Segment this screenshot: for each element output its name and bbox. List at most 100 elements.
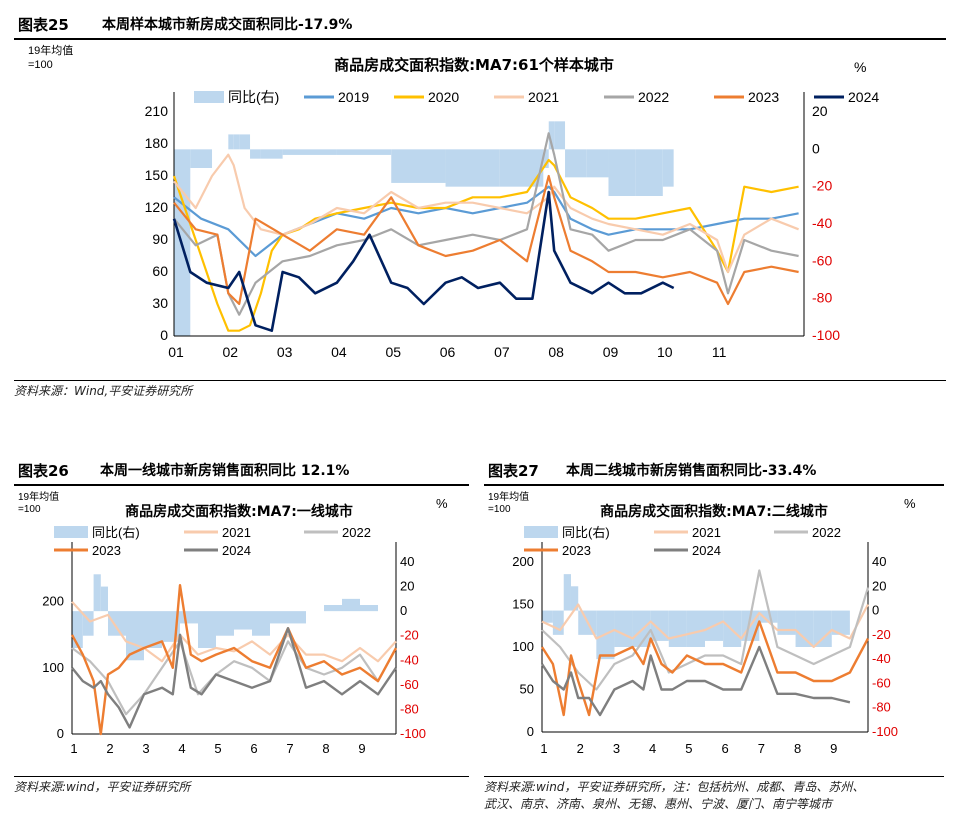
yoy-bar: [126, 611, 144, 661]
right-tick-label: 0: [812, 140, 820, 156]
legend-swatch-yoy: [54, 526, 88, 538]
source-note: 资料来源：Wind,平安证券研究所: [14, 380, 946, 400]
right-axis-unit: %: [854, 59, 866, 75]
left-tick-label: 120: [145, 199, 169, 215]
yoy-bar: [831, 610, 850, 635]
series-line-2022: [71, 640, 397, 716]
yoy-bar: [239, 134, 251, 150]
left-tick-label: 150: [512, 597, 534, 612]
figure-header: 图表27 本周二线城市新房销售面积同比-33.4%: [484, 454, 944, 486]
legend-label-2021: 2021: [222, 525, 251, 540]
yoy-bar: [72, 611, 83, 648]
yoy-bar: [586, 149, 609, 178]
right-axis-unit: %: [436, 496, 448, 511]
right-tick-label: -60: [872, 675, 891, 690]
x-tick-label: 6: [721, 741, 728, 756]
series-line-2024: [172, 190, 675, 333]
series-line-2021: [71, 600, 397, 663]
yoy-bar: [260, 149, 283, 159]
series-line-2021: [173, 153, 799, 274]
yoy-bar: [552, 610, 564, 635]
x-tick-label: 8: [794, 741, 801, 756]
figure-26-panel: 图表26 本周一线城市新房销售面积同比 12.1% 商品房成交面积指数:MA7:…: [14, 454, 469, 804]
chart-title: 商品房成交面积指数:MA7:二线城市: [600, 503, 828, 520]
x-tick-label: 7: [758, 741, 765, 756]
figure-label: 图表26: [18, 462, 69, 480]
right-tick-label: -20: [812, 178, 832, 194]
right-tick-label: -40: [872, 651, 891, 666]
left-axis-unit: 19年均值: [28, 43, 73, 57]
figure-title: 本周二线城市新房销售面积同比-33.4%: [566, 463, 817, 479]
x-tick-label: 1: [540, 741, 547, 756]
x-tick-label: 9: [358, 741, 365, 756]
x-tick-label: 2: [577, 741, 584, 756]
yoy-bar: [198, 611, 216, 648]
legend-label-同比(右): 同比(右): [562, 525, 610, 540]
chart-title: 商品房成交面积指数:MA7:一线城市: [125, 503, 353, 520]
left-axis-unit-base: =100: [488, 504, 511, 515]
yoy-bar: [82, 611, 94, 636]
legend-label-2020: 2020: [428, 89, 459, 105]
x-tick-label: 7: [286, 741, 293, 756]
legend-label-2023: 2023: [92, 543, 121, 558]
yoy-bar: [608, 149, 636, 196]
left-tick-label: 0: [160, 327, 168, 343]
x-tick-label: 4: [178, 741, 185, 756]
right-tick-label: -20: [400, 628, 419, 643]
yoy-bar: [570, 586, 579, 611]
x-tick-label: 10: [657, 344, 673, 360]
left-tick-label: 210: [145, 103, 169, 119]
left-tick-label: 0: [57, 726, 64, 741]
yoy-bar: [100, 586, 108, 612]
source-text: 资料来源:wind，平安证券研究所，注：包括杭州、成都、青岛、苏州、: [484, 780, 865, 794]
left-tick-label: 200: [42, 594, 64, 609]
source-text-2: 武汉、南京、济南、泉州、无锡、惠州、宁波、厦门、南宁等城市: [484, 797, 833, 811]
yoy-bar: [554, 121, 566, 150]
left-tick-label: 100: [42, 660, 64, 675]
right-tick-label: -20: [872, 627, 891, 642]
yoy-bar: [662, 149, 674, 187]
yoy-bar: [543, 149, 549, 168]
right-tick-label: -100: [812, 327, 840, 343]
x-tick-label: 9: [830, 741, 837, 756]
x-tick-label: 03: [277, 344, 293, 360]
x-tick-label: 07: [494, 344, 510, 360]
yoy-bar: [288, 611, 306, 624]
x-tick-label: 09: [603, 344, 619, 360]
legend-label-2021: 2021: [528, 89, 559, 105]
yoy-bar: [93, 574, 101, 612]
right-tick-label: -80: [872, 700, 891, 715]
x-tick-label: 5: [685, 741, 692, 756]
yoy-bar: [391, 149, 446, 183]
right-tick-label: 20: [872, 578, 886, 593]
yoy-bar: [777, 610, 796, 635]
x-tick-label: 04: [331, 344, 347, 360]
x-tick-label: 1: [70, 741, 77, 756]
right-tick-label: 40: [400, 554, 414, 569]
right-tick-label: -60: [812, 252, 832, 268]
yoy-bar: [324, 605, 342, 612]
series-line-2023: [540, 620, 870, 717]
legend-swatch-yoy: [194, 91, 224, 103]
legend-label-2023: 2023: [748, 89, 779, 105]
yoy-bar: [795, 610, 814, 647]
right-tick-label: -80: [812, 290, 832, 306]
yoy-bar: [234, 611, 252, 630]
left-tick-label: 90: [152, 231, 168, 247]
figure-header: 图表25 本周样本城市新房成交面积同比-17.9%: [14, 8, 946, 40]
right-tick-label: -80: [400, 701, 419, 716]
x-tick-label: 3: [613, 741, 620, 756]
left-axis-unit-base: =100: [28, 59, 53, 71]
right-tick-label: 0: [872, 603, 879, 618]
right-tick-label: 20: [812, 103, 828, 119]
x-tick-label: 01: [168, 344, 184, 360]
yoy-bar: [360, 605, 378, 612]
source-note: 资料来源:wind，平安证券研究所: [14, 776, 469, 796]
legend-label-2024: 2024: [692, 543, 721, 558]
right-tick-label: 0: [400, 603, 407, 618]
legend-swatch-yoy: [524, 526, 558, 538]
chart-title: 商品房成交面积指数:MA7:61个样本城市: [334, 56, 614, 74]
right-tick-label: 40: [872, 554, 886, 569]
right-tick-label: -40: [400, 652, 419, 667]
